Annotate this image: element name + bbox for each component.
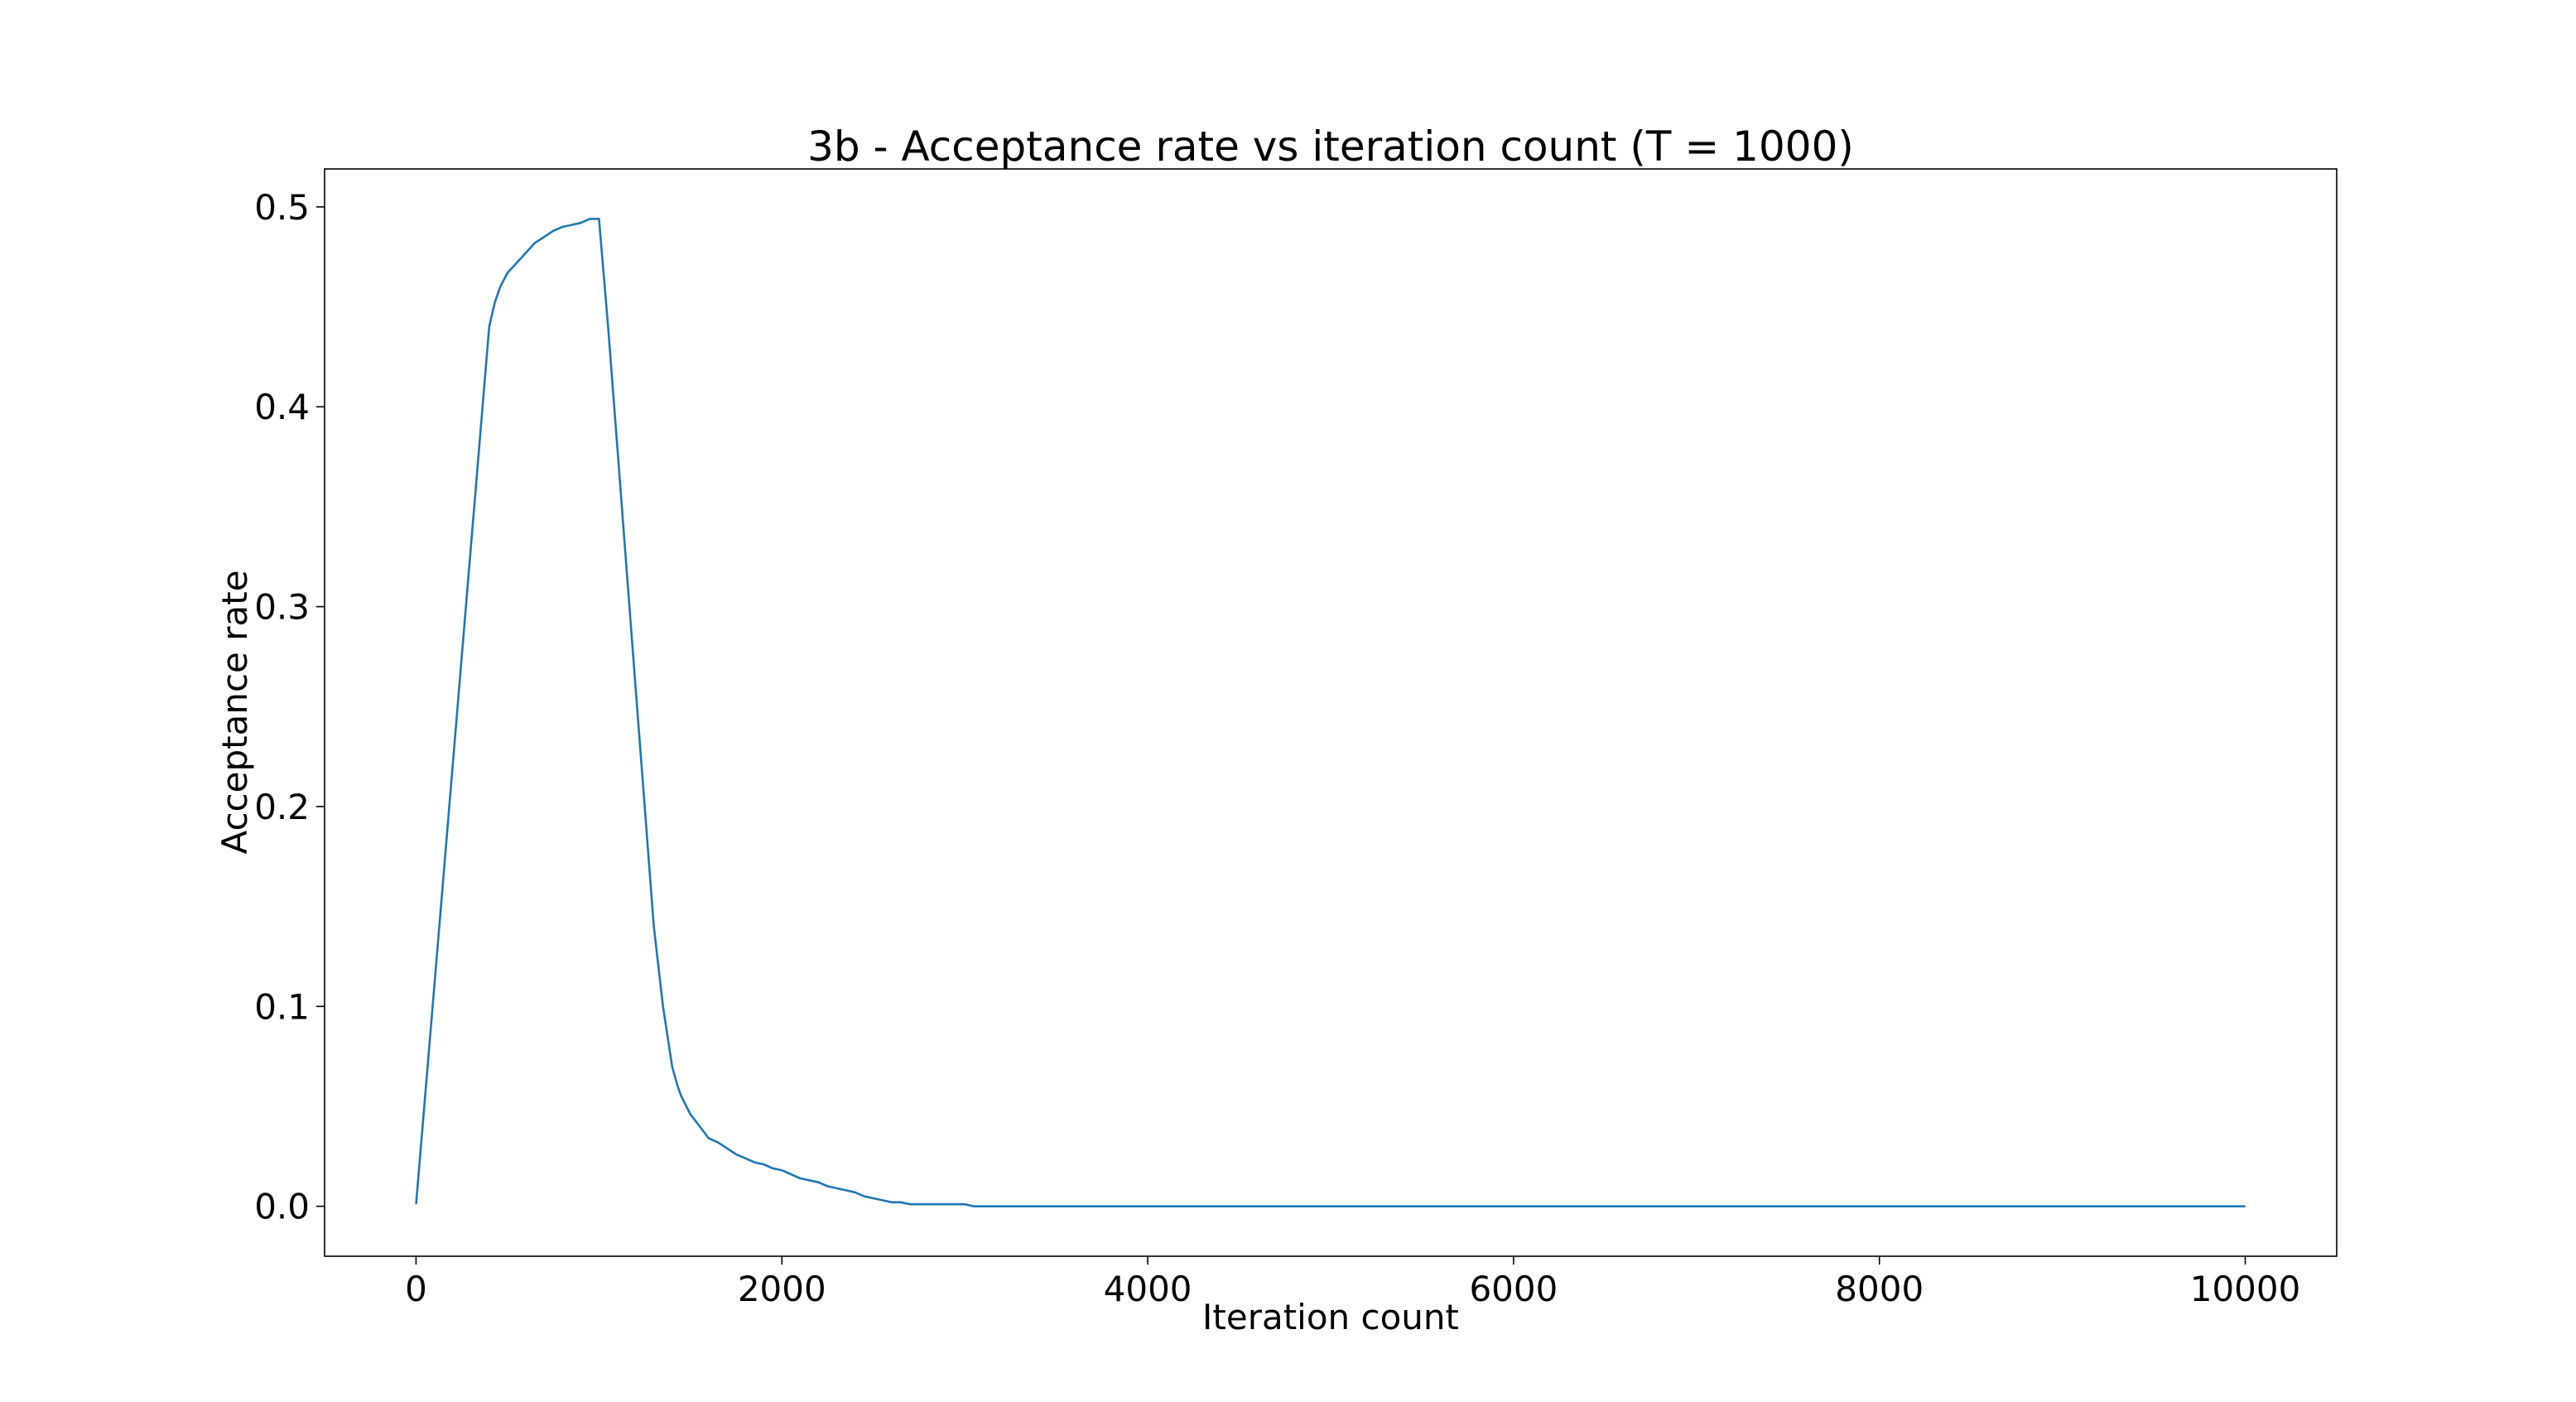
tick-marks: 0 2000 4000 6000 8000 10000 0.0 0.1 0.2 0.3 0.4 0.5 — [254, 187, 2300, 1309]
axes-frame — [324, 168, 2338, 1257]
series-line — [415, 218, 2246, 1207]
x-tick-label: 0 — [405, 1269, 427, 1309]
y-tick-label: 0.4 — [254, 387, 310, 427]
y-axis-label: Acceptance rate — [214, 570, 255, 854]
y-tick-label: 0.2 — [254, 787, 310, 827]
y-tick-label: 0.3 — [254, 587, 310, 628]
x-axis-label: Iteration count — [1202, 1297, 1459, 1337]
x-tick-label: 4000 — [1104, 1269, 1192, 1309]
y-tick-label: 0.5 — [254, 187, 310, 228]
plot-area — [415, 218, 2246, 1207]
x-tick-label: 8000 — [1835, 1269, 1924, 1309]
x-tick-label: 10000 — [2190, 1269, 2301, 1309]
y-tick-label: 0.1 — [254, 986, 310, 1027]
y-tick-label: 0.0 — [254, 1187, 310, 1227]
x-tick-label: 2000 — [738, 1269, 826, 1309]
x-tick-label: 6000 — [1469, 1269, 1558, 1309]
chart-title: 3b - Acceptance rate vs iteration count … — [807, 123, 1854, 171]
